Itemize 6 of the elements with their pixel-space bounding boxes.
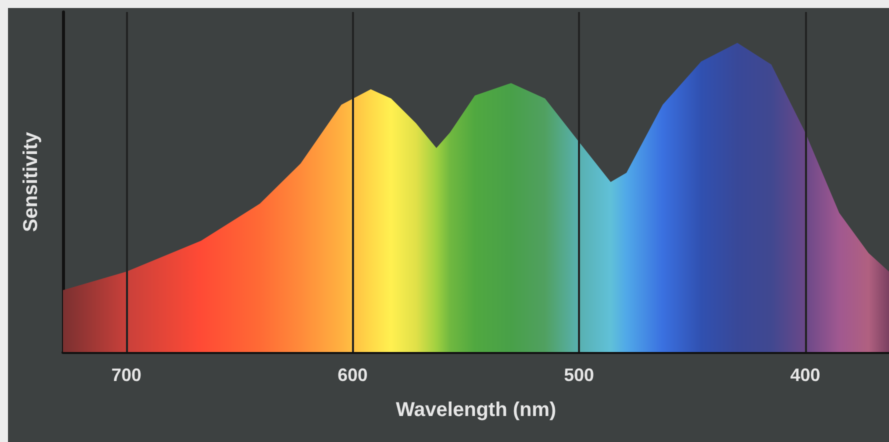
y-axis-title: Sensitivity — [20, 131, 42, 232]
x-axis-title: Wavelength (nm) — [396, 399, 556, 421]
x-tick-label: 600 — [338, 365, 368, 385]
x-tick-label: 700 — [111, 365, 142, 385]
x-tick-label: 400 — [790, 365, 820, 385]
x-tick-label: 500 — [564, 365, 594, 385]
